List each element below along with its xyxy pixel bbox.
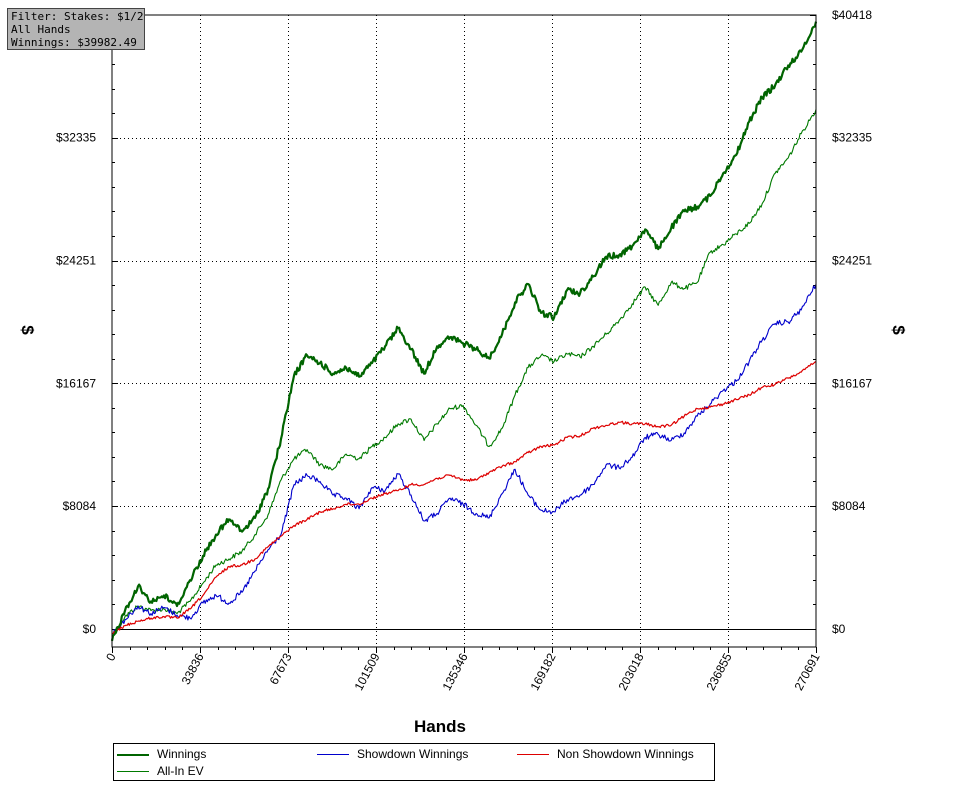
x-tick-label: 203018 — [615, 651, 646, 693]
series-line-non-showdown-winnings — [111, 360, 817, 635]
y-tick-label-right: $24251 — [832, 254, 872, 268]
series-line-winnings — [110, 21, 818, 642]
y-tick-label-left: $24251 — [56, 254, 96, 268]
legend-swatch-winnings — [117, 753, 149, 756]
y-tick-label-right: $0 — [832, 622, 846, 636]
y-tick-label-right: $32335 — [832, 131, 872, 145]
legend-item-showdown: Showdown Winnings — [317, 746, 468, 762]
series-line-showdown-winnings — [111, 283, 817, 637]
filter-info-box: Filter: Stakes: $1/2 NL All Hands Winnin… — [7, 8, 145, 50]
y-tick-labels-right: $0 $8084 $16167 $24251 $32335 $40418 — [832, 8, 872, 636]
y-tick-label-left: $8084 — [63, 499, 97, 513]
legend-swatch-non-showdown — [517, 754, 549, 756]
legend-item-all-in-ev: All-In EV — [117, 763, 204, 779]
x-axis-title: Hands — [414, 717, 466, 736]
grid-lines — [112, 15, 816, 647]
legend-swatch-showdown — [317, 754, 349, 756]
legend-swatch-all-in-ev — [117, 771, 149, 773]
chart-legend: Winnings All-In EV Showdown Winnings Non… — [113, 743, 715, 781]
filter-line-hands: All Hands — [11, 23, 71, 36]
plot-frame — [111, 14, 817, 648]
y-axis-title-right: $ — [889, 325, 908, 335]
y-tick-label-right: $8084 — [832, 499, 866, 513]
series-lines — [110, 21, 818, 642]
x-tick-label: 0 — [103, 651, 119, 664]
x-tick-label: 33836 — [179, 651, 207, 687]
y-tick-label-right: $40418 — [832, 8, 872, 22]
x-tick-label: 270691 — [791, 651, 822, 693]
y-tick-label-right: $16167 — [832, 376, 872, 390]
legend-label-showdown: Showdown Winnings — [357, 747, 469, 761]
y-tick-label-left: $16167 — [56, 376, 96, 390]
x-tick-labels: 0 33836 67673 101509 135346 169182 203018 23685… — [103, 651, 823, 693]
x-tick-label: 67673 — [267, 651, 295, 687]
y-axis-title-left: $ — [18, 325, 37, 335]
legend-label-winnings: Winnings — [157, 747, 207, 761]
series-line-all-in-ev — [111, 109, 817, 639]
filter-line-winnings: Winnings: $39982.49 — [11, 36, 137, 49]
legend-label-all-in-ev: All-In EV — [157, 764, 204, 778]
y-tick-label-left: $0 — [83, 622, 97, 636]
filter-line-stakes: Filter: Stakes: $1/2 NL — [11, 10, 144, 23]
y-tick-labels-left: $0$8084$16167$24251$32335$40418 — [56, 8, 96, 636]
x-tick-label: 169182 — [527, 651, 558, 693]
y-tick-label-left: $32335 — [56, 131, 96, 145]
x-tick-label: 236855 — [703, 651, 734, 693]
legend-item-winnings: Winnings — [117, 746, 206, 762]
x-tick-label: 101509 — [351, 651, 382, 693]
legend-item-non-showdown: Non Showdown Winnings — [517, 746, 694, 762]
legend-label-non-showdown: Non Showdown Winnings — [557, 747, 694, 761]
x-tick-label: 135346 — [439, 651, 470, 693]
